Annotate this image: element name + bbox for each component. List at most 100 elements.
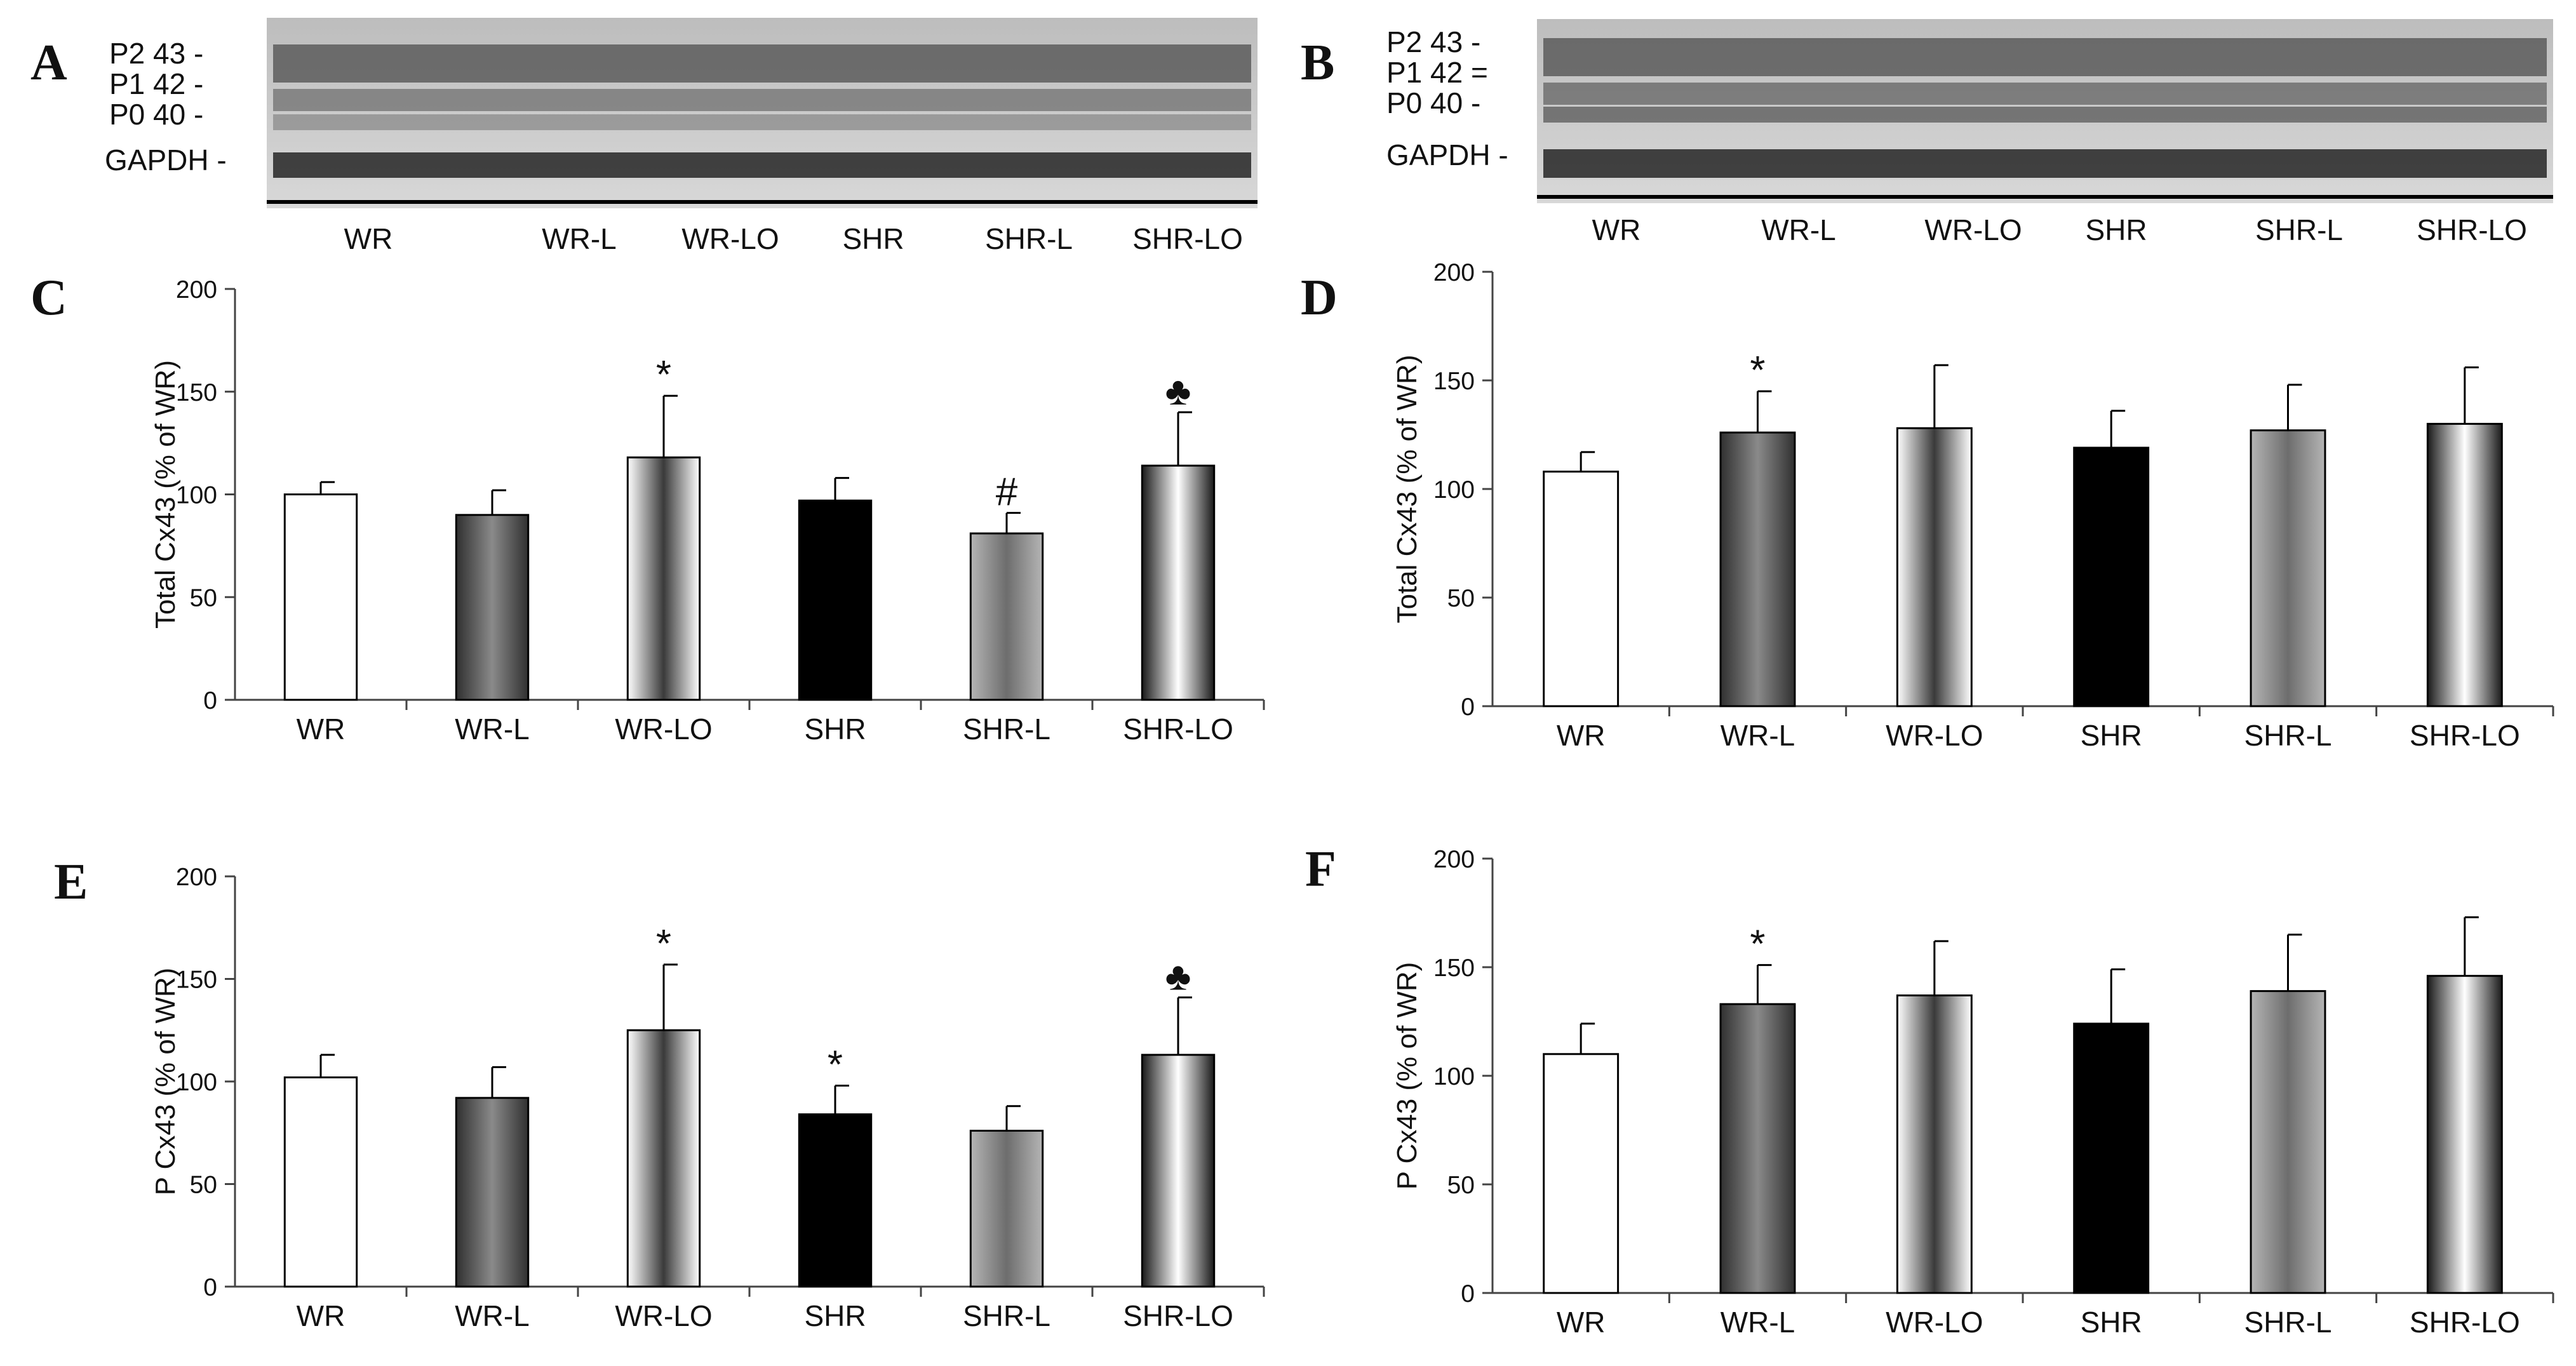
bar bbox=[1719, 1003, 1796, 1294]
y-tick-label: 150 bbox=[1433, 954, 1475, 982]
lane-label-wr-lo: WR-LO bbox=[681, 222, 779, 255]
band-gapdh bbox=[273, 152, 1251, 178]
bar bbox=[2250, 990, 2326, 1294]
y-tick-label: 100 bbox=[1433, 1063, 1475, 1090]
y-tick-label: 100 bbox=[176, 1069, 217, 1096]
bar bbox=[798, 499, 873, 701]
y-tick-label: 200 bbox=[176, 864, 217, 891]
lane-label-shr-lo: SHR-LO bbox=[1132, 222, 1243, 255]
y-tick-label: 0 bbox=[1461, 1280, 1475, 1308]
lane-label-wr-lo: WR-LO bbox=[1924, 213, 2022, 246]
bar bbox=[283, 1076, 358, 1288]
y-tick-label: 200 bbox=[1433, 259, 1475, 286]
panel-label-d: D bbox=[1301, 270, 1338, 326]
band-label-p1: P1 42 = bbox=[1386, 56, 1488, 89]
gapdh-label: GAPDH - bbox=[105, 144, 227, 177]
lane-label-wr: WR bbox=[344, 222, 393, 255]
lane-label-shr-l: SHR-L bbox=[985, 222, 1073, 255]
bar bbox=[2250, 429, 2326, 707]
significance-marker: * bbox=[828, 1043, 843, 1087]
x-category-label: SHR-L bbox=[963, 713, 1050, 746]
band-label-p2: P2 43 - bbox=[1386, 25, 1480, 58]
chart-panel-c: C 0 50 100 150 200 Total Cx43 (% of WR) WR WR-L *… bbox=[30, 270, 1265, 746]
bar bbox=[1543, 471, 1620, 707]
significance-marker: * bbox=[1750, 923, 1765, 967]
significance-marker: * bbox=[1750, 349, 1765, 392]
bar bbox=[2073, 1022, 2150, 1294]
y-tick-label: 200 bbox=[176, 276, 217, 304]
y-axis-label: Total Cx43 (% of WR) bbox=[150, 360, 181, 629]
lane-label-shr-lo: SHR-LO bbox=[2417, 213, 2527, 246]
band-label-p2: P2 43 - bbox=[109, 37, 203, 70]
x-category-label: WR bbox=[297, 713, 345, 746]
y-tick-label: 0 bbox=[203, 1274, 217, 1301]
band-label-p1: P1 42 - bbox=[109, 67, 203, 100]
x-category-label: SHR bbox=[804, 713, 866, 746]
band-p0 bbox=[1543, 107, 2547, 123]
blot-a: A P2 43 - P1 42 - P0 40 - GAPDH - WR WR-… bbox=[30, 18, 1258, 255]
x-category-label: WR-LO bbox=[1886, 719, 1983, 752]
x-category-label: SHR bbox=[2081, 719, 2142, 752]
x-category-label: WR bbox=[1557, 1306, 1606, 1339]
x-category-label: SHR-LO bbox=[1123, 1299, 1233, 1332]
panel-label-b: B bbox=[1301, 35, 1334, 91]
significance-marker: ♣ bbox=[1165, 370, 1191, 413]
x-category-label: WR bbox=[1557, 719, 1606, 752]
significance-marker: # bbox=[996, 471, 1018, 514]
significance-marker: * bbox=[656, 922, 671, 966]
bar bbox=[1896, 994, 1973, 1294]
lane-label-shr: SHR bbox=[2085, 213, 2147, 246]
band-p2 bbox=[273, 44, 1251, 83]
y-tick-label: 150 bbox=[176, 379, 217, 406]
x-category-label: SHR-LO bbox=[2410, 1306, 2520, 1339]
y-tick-label: 50 bbox=[190, 584, 217, 612]
gapdh-label: GAPDH - bbox=[1386, 138, 1508, 171]
x-category-label: WR-LO bbox=[615, 1299, 712, 1332]
band-p1 bbox=[273, 89, 1251, 111]
bar bbox=[626, 456, 701, 701]
y-axis-label: P Cx43 (% of WR) bbox=[150, 968, 181, 1196]
bar bbox=[626, 1029, 701, 1288]
x-category-label: WR-L bbox=[455, 1299, 530, 1332]
x-category-label: WR-LO bbox=[1886, 1306, 1983, 1339]
chart-panel-f: F 0 50 100 150 200 P Cx43 (% of WR) WR * WR-L WR-L… bbox=[1305, 841, 2554, 1339]
x-category-label: WR-LO bbox=[615, 713, 712, 746]
lane-label-shr-l: SHR-L bbox=[2255, 213, 2343, 246]
bar bbox=[1141, 1054, 1216, 1288]
panel-label-c: C bbox=[30, 270, 67, 326]
x-category-label: SHR-LO bbox=[1123, 713, 1233, 746]
lane-label-wr-l: WR-L bbox=[542, 222, 617, 255]
y-tick-label: 0 bbox=[1461, 693, 1475, 721]
y-tick-label: 100 bbox=[1433, 476, 1475, 504]
y-tick-label: 100 bbox=[176, 482, 217, 509]
chart-panel-e: E 0 50 100 150 200 P Cx43 (% of WR) WR WR-L * WR-L… bbox=[54, 854, 1265, 1332]
bar-charts: C 0 50 100 150 200 Total Cx43 (% of WR) WR WR-L *… bbox=[30, 259, 2554, 1339]
bar bbox=[2426, 975, 2503, 1294]
x-category-label: WR-L bbox=[455, 713, 530, 746]
panel-label-f: F bbox=[1305, 841, 1336, 897]
y-tick-label: 0 bbox=[203, 687, 217, 714]
bar bbox=[1141, 464, 1216, 701]
x-category-label: SHR bbox=[804, 1299, 866, 1332]
x-category-label: SHR-LO bbox=[2410, 719, 2520, 752]
y-tick-label: 50 bbox=[1447, 585, 1475, 612]
y-tick-label: 50 bbox=[190, 1172, 217, 1199]
blot-b: B P2 43 - P1 42 = P0 40 - GAPDH - WR WR-… bbox=[1301, 19, 2553, 246]
x-category-label: WR-L bbox=[1721, 1306, 1795, 1339]
x-category-label: SHR bbox=[2081, 1306, 2142, 1339]
significance-marker: * bbox=[656, 353, 671, 397]
chart-panel-d: D 0 50 100 150 200 Total Cx43 (% of WR) WR * WR-L… bbox=[1301, 259, 2554, 752]
y-tick-label: 150 bbox=[1433, 368, 1475, 395]
bar bbox=[455, 1097, 530, 1288]
y-axis-label: P Cx43 (% of WR) bbox=[1392, 962, 1423, 1190]
significance-marker: ♣ bbox=[1165, 955, 1191, 999]
y-axis-label: Total Cx43 (% of WR) bbox=[1392, 355, 1423, 624]
band-label-p0: P0 40 - bbox=[1386, 86, 1480, 119]
band-p0 bbox=[273, 114, 1251, 130]
panel-label-e: E bbox=[54, 854, 88, 910]
bar bbox=[1896, 427, 1973, 707]
bar bbox=[798, 1113, 873, 1288]
bar bbox=[283, 493, 358, 701]
bar bbox=[2073, 446, 2150, 707]
y-tick-label: 150 bbox=[176, 967, 217, 994]
